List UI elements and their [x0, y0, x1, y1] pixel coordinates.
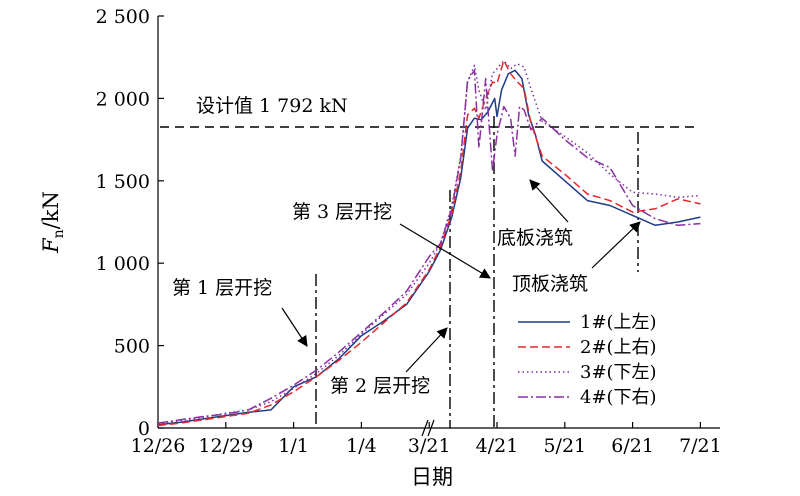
- design-value-label: 设计值 1 792 kN: [196, 95, 348, 117]
- x-tick-label: 6/21: [611, 435, 654, 457]
- y-tick-label: 1 500: [96, 171, 150, 193]
- x-tick-label: 4/21: [476, 435, 519, 457]
- axis-break-mark: [421, 419, 435, 437]
- y-tick-label: 0: [138, 418, 150, 440]
- y-axis-title-unit: /kN: [39, 191, 63, 229]
- y-tick-group: 0 500 1 000 1 500 2 000 2 500: [96, 6, 164, 440]
- x-tick-label: 5/21: [543, 435, 586, 457]
- series-line-3: [157, 59, 701, 425]
- series-line-4: [157, 69, 701, 424]
- legend-label-2: 2#(上右): [580, 337, 657, 358]
- x-tick-label: 12/26: [131, 435, 186, 457]
- series-line-1: [157, 69, 701, 426]
- y-tick-label: 1 000: [96, 253, 150, 275]
- stage-arrow-4: [591, 221, 641, 269]
- x-tick-label: 12/29: [198, 435, 253, 457]
- stage-arrow-2: [405, 327, 448, 373]
- y-axis-title-main: F: [39, 237, 63, 254]
- stage-label-3: 第 3 层开挖: [292, 201, 392, 223]
- x-tick-label: 1/4: [346, 435, 377, 457]
- y-axis-title-sub: n: [51, 229, 67, 238]
- legend-label-4: 4#(下右): [580, 387, 657, 408]
- y-tick-label: 2 500: [96, 6, 150, 28]
- stage-arrow-3: [399, 223, 491, 279]
- stage-label-2: 第 2 层开挖: [330, 375, 430, 397]
- stage-label-4: 顶板浇筑: [512, 273, 588, 295]
- y-axis-title: Fn/kN: [39, 191, 67, 254]
- x-tick-label: 7/21: [679, 435, 722, 457]
- series-line-2: [157, 59, 701, 427]
- y-tick-label: 2 000: [96, 88, 150, 110]
- legend: 1#(上左) 2#(上右) 3#(下左) 4#(下右): [518, 312, 657, 408]
- x-tick-label: 3/21: [408, 435, 451, 457]
- legend-label-1: 1#(上左): [580, 312, 657, 333]
- series-group: [157, 59, 701, 427]
- y-tick-label: 500: [114, 336, 150, 358]
- stage-arrow-1: [281, 307, 308, 347]
- x-tick-label: 1/1: [278, 435, 309, 457]
- stage-label-5: 底板浇筑: [497, 227, 573, 249]
- legend-label-3: 3#(下左): [580, 362, 657, 383]
- x-tick-group: 12/26 12/29 1/1 1/4 3/21 4/21 5/21 6/21 7/21: [131, 422, 722, 457]
- svg-text:Fn/kN: Fn/kN: [39, 191, 67, 254]
- stage-arrow-5: [529, 179, 569, 223]
- stage-label-1: 第 1 层开挖: [172, 277, 272, 299]
- x-axis-title: 日期: [411, 465, 453, 489]
